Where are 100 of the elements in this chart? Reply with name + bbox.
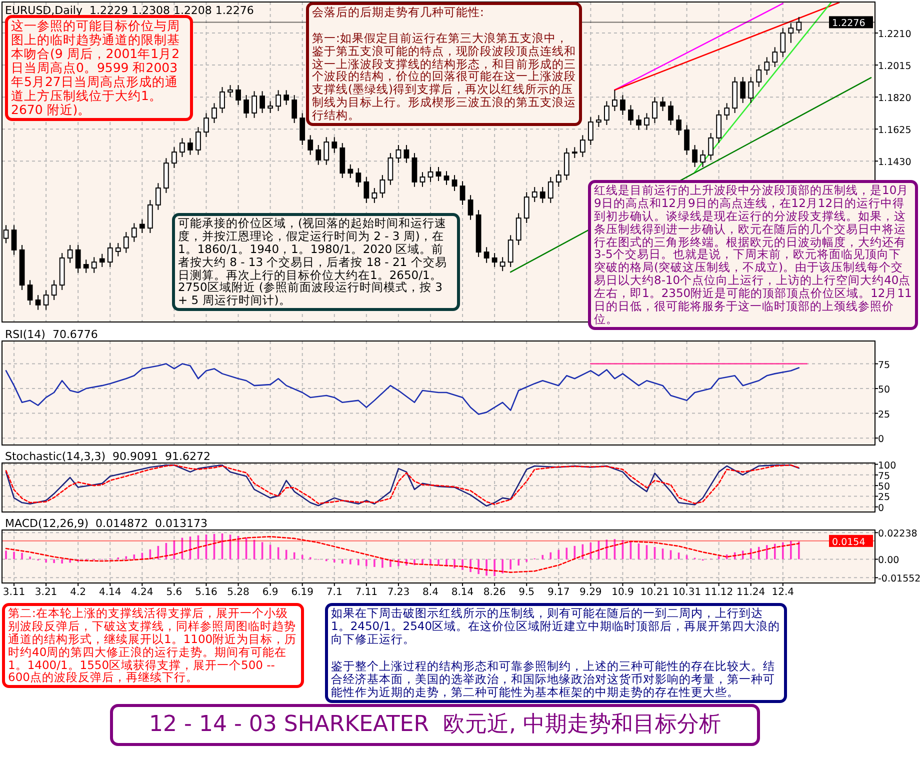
candlestick (612, 90, 618, 112)
x-tick-label: 9.17 (548, 587, 570, 598)
candlestick (155, 182, 161, 210)
candlestick (364, 176, 370, 204)
annotation: 会落后的后期走势有几种可能性: 第一:如果假定目前运行在第三大浪第五支浪中，鉴于第五支浪可能的特点，现阶段波段顶点连线和这一上涨波段支撑线的结构形态，和目前形成的三个波段的结构，价位的回落很可能在这一上涨波段支撑线(墨绿线)得到支撑后，再次以红线所示的压制线为目标上行。形成楔形三波五浪的第五支浪运行结构。 (306, 2, 582, 126)
candlestick (580, 134, 586, 158)
candlestick (460, 180, 466, 206)
candlestick (540, 186, 546, 204)
candlestick (348, 164, 354, 179)
candlestick (123, 232, 129, 254)
candlestick (404, 144, 410, 164)
candlestick (75, 244, 81, 274)
candlestick (740, 76, 746, 104)
x-tick-label: 8.26 (483, 587, 506, 598)
candlestick (500, 256, 506, 272)
annotation: 这一参照的可能目标价位与周图上的临时趋势通道的限制基本吻合(9 周后，2001年1月2日当周高点0。9599 和2003年5月27日当周高点形成的通道上方压制线位于大约1。2670 附近)。 (5, 15, 193, 121)
x-tick-label: 4.2 (70, 587, 86, 598)
candlestick (444, 170, 450, 186)
candlestick (436, 166, 442, 182)
candlestick (524, 192, 530, 224)
candlestick (284, 90, 290, 106)
candlestick (772, 46, 778, 68)
candlestick (372, 188, 378, 204)
y-tick-label: 0.02238 (878, 528, 918, 540)
y-tick-label: -0.01552 (878, 574, 921, 585)
x-tick-label: 8.4 (422, 587, 438, 598)
y-tick-label: 1.2210 (878, 29, 912, 40)
candlestick (180, 138, 185, 158)
x-tick-label: 5.28 (227, 587, 250, 598)
candlestick (83, 259, 89, 274)
candlestick (228, 84, 233, 98)
candlestick (492, 252, 498, 268)
candlestick (780, 28, 786, 58)
candlestick (67, 244, 73, 264)
candlestick (484, 246, 490, 264)
candlestick (644, 112, 650, 130)
candlestick (316, 144, 322, 166)
candlestick (204, 112, 209, 138)
candlestick (412, 152, 418, 188)
x-tick-label: 10.31 (672, 587, 702, 598)
candlestick (548, 176, 554, 204)
candlestick (796, 16, 802, 34)
candlestick (147, 200, 153, 234)
candlestick (99, 253, 105, 268)
x-tick-label: 12.4 (772, 587, 794, 598)
candlestick (300, 112, 306, 146)
candlestick (788, 22, 794, 44)
candlestick (388, 152, 394, 186)
candlestick (628, 104, 634, 126)
candlestick (692, 144, 698, 168)
x-tick-label: 5.16 (195, 587, 218, 598)
candlestick (332, 136, 338, 154)
candlestick (668, 100, 674, 126)
x-tick-label: 4.24 (131, 587, 154, 598)
candlestick (131, 222, 137, 242)
annotation: 可能承接的价位区域，(视回落的起始时间和运行速度，并按江恩理论，假定运行时间为 2 - 3 周)，在1。1860/1。1940，1。1980/1。2020 区域。前者按大约 8 - 13 个交易日，后者按 18 - 21 个交易日测算。再次上行的目标价位大约在1。2650/1。2750区域附近 (参照前面波段运行时间模式，按 3 + 5 周运行时间计)。 (172, 213, 460, 312)
annotation: 红线是目前运行的上升波段中分波段顶部的压制线，是10月9日的高点和12月9日的高点连线，在12月12日的运行中得到初步确认。谈绿线是现在运行的分波段支撑线。如果，这条压制线得到进一步确认，欧元在随后的几个交易日中将运行在图式的三角形终端。根据欧元的日波动幅度，大约还有3-5个交易日。也就是说，下周末前，欧元将面临见顶向下突破的格局(突破这压制线，不成立)。由于该压制线每个交易日以大约8-10个点位向上运行，上访的上行空间大约40点左右，即1。2350附近是可能的顶部顶点价位区域。12月11日的日低，很可能将服务于这一临时顶部的上颈线参照价位。 (588, 180, 918, 330)
candlestick (324, 136, 330, 166)
x-tick-label: 3.11 (2, 587, 26, 598)
y-tick-label: 75 (878, 360, 890, 371)
x-tick-label: 5.6 (166, 587, 182, 598)
x-tick-label: 3.21 (34, 587, 58, 598)
candlestick (748, 76, 754, 104)
candlestick (139, 218, 145, 234)
annotation: 鉴于整个上涨过程的结构形态和可靠参照制约，上述的三种可能性的存在比较大。结合经济基本面，美国的选举政治，和国际地缘政治对这货币对影响的考量，第一种可能性作为近期的走势，第二种可能性为基本框架的中期走势的存在性更大些。 (325, 659, 787, 703)
y-tick-label: 1.1625 (878, 125, 912, 136)
y-tick-label: 25 (878, 409, 890, 420)
candlestick (724, 102, 730, 120)
candlestick (716, 110, 722, 144)
line-series (5, 363, 800, 415)
candlestick (428, 166, 434, 182)
candlestick (268, 100, 274, 114)
candlestick (252, 90, 257, 118)
chart-title: Stochastic(14,3,3) 90.9091 91.6272 (5, 450, 210, 463)
candlestick (700, 150, 706, 168)
candlestick (380, 174, 386, 198)
candlestick (27, 280, 33, 306)
candlestick (508, 234, 514, 268)
chart-title: RSI(14) 70.6776 (5, 328, 98, 341)
candlestick (292, 94, 298, 124)
candlestick (532, 186, 538, 202)
candlestick (115, 242, 121, 257)
candlestick (171, 146, 177, 168)
candlestick (91, 256, 97, 274)
annotation: 第二:在本轮上涨的支撑线活得支撑后，展开一个小级别波段反弹后，下破这支撑线，同样参照周图临时趋势通道的结构形式，继续展开以1。1100附近为目标，历时约40周的第四大修正浪的运行走势。期间有可能在1。1400/1。1550区域获得支撑，展开一个500 -- 600点的波段反弹后，再继续下行。 (2, 603, 304, 688)
candlestick (188, 138, 193, 156)
candlestick (676, 114, 682, 136)
x-tick-label: 11.12 (704, 587, 734, 598)
candlestick (620, 94, 626, 116)
y-tick-label: 0 (878, 434, 884, 446)
candlestick (107, 242, 113, 268)
candlestick (51, 280, 57, 300)
x-tick-label: 4.14 (98, 587, 122, 598)
y-tick-label: 1.1430 (878, 157, 912, 168)
annotation: 如果在下周击破图示红线所示的压制线，则有可能在随后的一到二周内，上行到达1。2450/1。2540区域。在这价位区域附近建立中期临时顶部后，再展开第四大浪的向下修正运行。 (325, 603, 787, 659)
x-tick-label: 7.11 (355, 587, 378, 598)
candlestick (660, 96, 666, 112)
candlestick (636, 114, 642, 130)
candlestick (196, 126, 201, 156)
text: 12 - 14 - 03 SHARKEATER 欧元近, 中期走势和目标分析 (110, 704, 760, 746)
